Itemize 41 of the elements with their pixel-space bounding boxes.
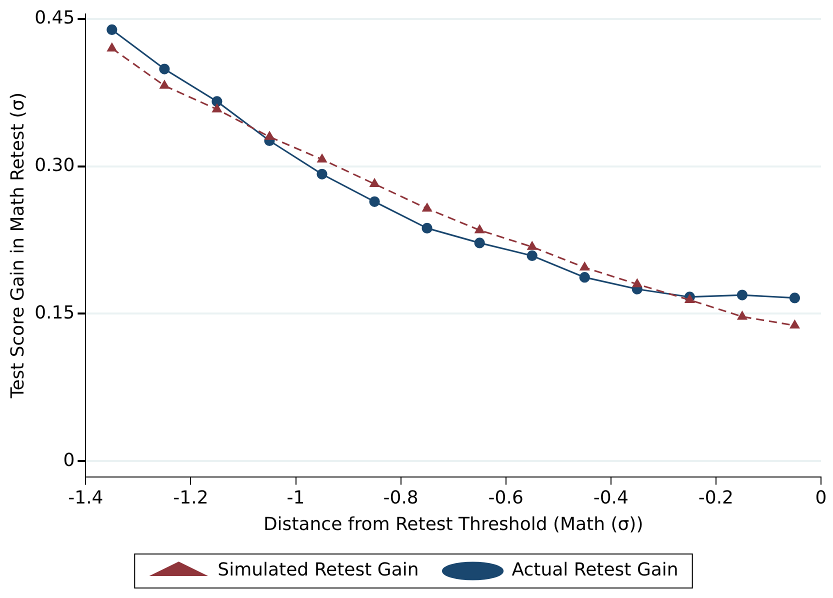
point [789,292,800,304]
x-tick-label: -0.2 [698,487,734,508]
point [632,278,642,288]
point [212,96,222,107]
x-tick-label: -0.8 [383,487,418,508]
x-tick-label: -1.2 [173,487,208,508]
point [369,196,380,207]
x-tick-label: -1 [286,487,305,508]
point [736,290,748,300]
point [474,238,485,248]
point [527,242,537,250]
point [790,320,800,329]
x-tick-label: -0.6 [488,487,524,508]
point [317,154,327,162]
y-tick-label: 0.45 [34,8,75,29]
point [159,64,170,74]
point [738,311,747,320]
point [370,178,380,188]
point [422,222,432,234]
point [580,262,590,271]
y-tick-label: 0.30 [34,154,75,176]
x-tick-label: -1.4 [68,487,104,508]
y-tick-label: 0.15 [34,302,75,324]
point [316,168,328,180]
point [160,80,170,89]
point [684,294,694,303]
point [526,250,538,262]
point [212,104,222,112]
point [579,272,590,283]
x-tick-label: -0.4 [593,487,628,508]
point [474,224,484,234]
x-tick-label: 0 [815,487,827,508]
y-tick-label: 0 [63,450,75,471]
point [107,43,117,52]
legend-label: Simulated Retest Gain [218,560,419,581]
x-axis-title: Distance from Retest Threshold (Math (σ)) [263,514,644,535]
point [422,203,432,212]
point [106,24,118,36]
y-axis-title: Test Score Gain in Math Retest (σ) [7,92,28,400]
point [264,132,274,140]
legend-label: Actual Retest Gain [512,560,678,581]
